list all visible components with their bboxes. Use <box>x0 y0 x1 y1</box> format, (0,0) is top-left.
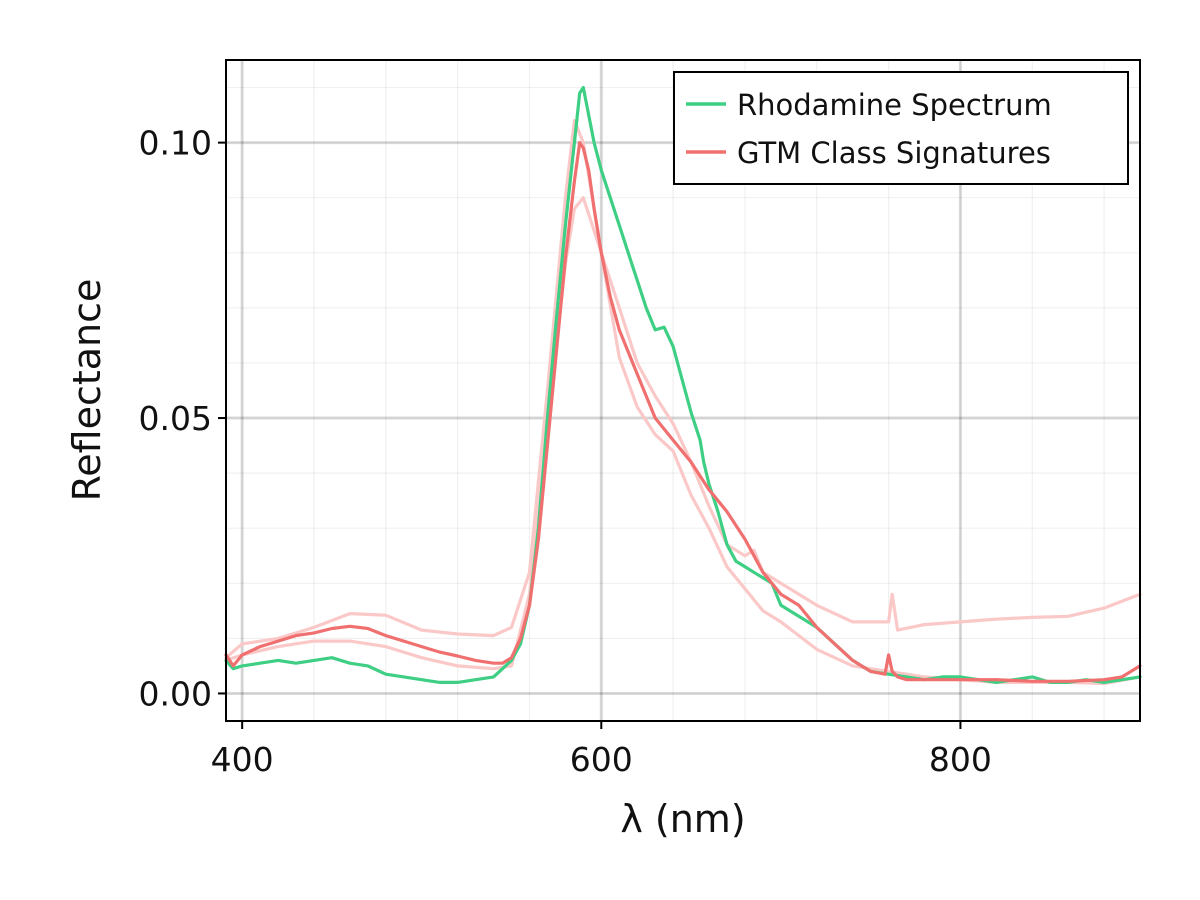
x-tick-label: 600 <box>570 740 633 779</box>
legend-label-gtm: GTM Class Signatures <box>737 136 1051 170</box>
series-line-class-signature-upper <box>224 119 1142 660</box>
legend-label-rhodamine: Rhodamine Spectrum <box>737 88 1052 122</box>
y-axis-ticks: 0.00 0.05 0.10 <box>139 124 226 713</box>
y-tick-label: 0.05 <box>139 399 212 438</box>
y-tick-label: 0.00 <box>139 674 212 713</box>
x-tick-label: 800 <box>929 740 992 779</box>
legend-box <box>673 71 1129 185</box>
plot-frame <box>225 59 1141 722</box>
legend: Rhodamine Spectrum GTM Class Signatures <box>673 71 1129 185</box>
x-axis-ticks: 400 600 800 <box>211 721 992 779</box>
y-tick-label: 0.10 <box>139 124 212 163</box>
y-axis-title: Reflectance <box>65 279 109 502</box>
x-tick-label: 400 <box>211 740 274 779</box>
x-axis-title: λ (nm) <box>620 797 745 841</box>
series-line-gtm-class-signatures <box>224 141 1142 683</box>
series-group <box>224 85 1142 686</box>
